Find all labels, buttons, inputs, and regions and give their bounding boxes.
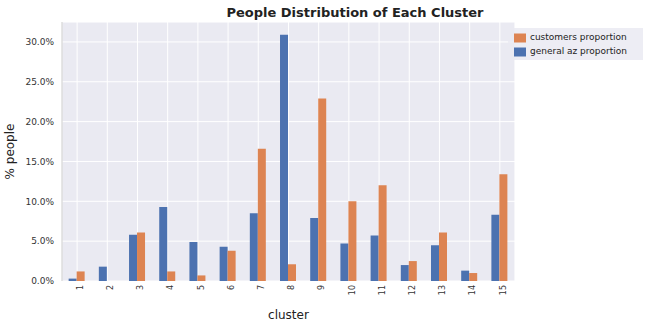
svg-text:20.0%: 20.0% [25,117,54,127]
svg-text:7: 7 [257,285,266,290]
svg-text:15: 15 [499,285,508,295]
html-text:People Distribution of Each Cl: People Distribution of Each Cluster [226,5,484,20]
svg-text:0.0%: 0.0% [31,276,54,286]
svg-text:30.0%: 30.0% [25,37,54,47]
svg-text:8: 8 [287,285,296,290]
svg-text:% people: % people [8,124,17,180]
svg-text:5.0%: 5.0% [31,236,54,246]
svg-text:1: 1 [76,285,85,290]
svg-text:6: 6 [227,285,236,290]
svg-text:4: 4 [166,285,175,290]
svg-text:3: 3 [136,285,145,290]
svg-text:11: 11 [378,285,387,295]
svg-text:15.0%: 15.0% [25,157,54,167]
svg-text:2: 2 [106,285,115,290]
html-text:general az proportion: general az proportion [529,46,627,56]
svg-text:10: 10 [348,285,357,295]
svg-text:14: 14 [468,285,477,295]
svg-text:25.0%: 25.0% [25,77,54,87]
html-text:customers proportion: customers proportion [529,32,627,42]
svg-text:5: 5 [197,285,206,290]
svg-text:9: 9 [317,285,326,290]
svg-text:13: 13 [438,285,447,295]
svg-text:10.0%: 10.0% [25,197,54,207]
svg-text:cluster: cluster [268,308,309,321]
svg-text:12: 12 [408,285,417,295]
